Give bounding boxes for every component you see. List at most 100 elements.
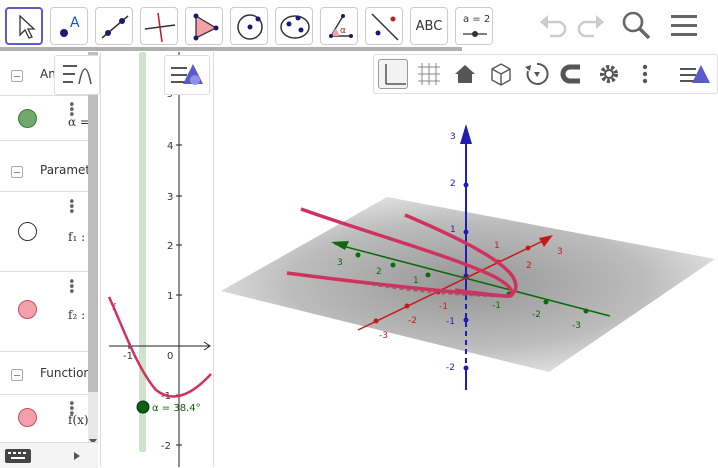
angle-icon: α — [329, 14, 353, 38]
view-cube-button[interactable] — [486, 59, 516, 89]
reflect-tool[interactable] — [365, 7, 403, 45]
circle-tool[interactable] — [230, 7, 268, 45]
graphics-3d-view[interactable]: 3 2 1 -1 -2 3 2 1 -1 -2 -3 -3 — [215, 52, 718, 467]
x-tick-minus1: -1 — [123, 351, 133, 362]
grid-toggle[interactable] — [414, 59, 444, 89]
algebra-style-bar[interactable] — [54, 55, 100, 95]
visibility-toggle[interactable] — [18, 222, 37, 241]
text-tool-label: ABC — [415, 18, 443, 34]
keyboard-icon[interactable] — [3, 446, 33, 466]
collapse-toggle[interactable] — [11, 369, 23, 381]
z-tick-minus2: -2 — [446, 363, 455, 373]
algebra-row-f[interactable]: • • • f(x) — [0, 396, 98, 446]
toolbar: A α ABC a = 2 — [0, 0, 718, 50]
more-options-button[interactable] — [630, 59, 660, 89]
curve-shadow — [364, 281, 506, 298]
sort-icon — [63, 65, 92, 85]
perpendicular-line-icon — [144, 12, 176, 43]
scroll-right-icon[interactable] — [72, 451, 82, 461]
angle-tool[interactable]: α — [320, 7, 358, 45]
y3d-tick-minus3: -3 — [572, 321, 581, 331]
slider-track — [139, 52, 146, 452]
text-tool[interactable]: ABC — [410, 7, 448, 45]
function-curve-label: f — [112, 303, 117, 313]
z-tick-minus1: -1 — [446, 317, 455, 327]
slider-tool-label: a = 2 — [463, 14, 491, 25]
visibility-toggle[interactable] — [18, 408, 37, 427]
group-header-function[interactable]: Function — [0, 355, 98, 395]
undo-icon[interactable] — [536, 10, 570, 40]
object-label: f₂ : — [68, 308, 86, 322]
x3d-tick-3: 3 — [557, 247, 563, 257]
algebra-scrollbar-thumb[interactable] — [88, 52, 98, 392]
reflect-icon — [371, 13, 399, 41]
graphics-2d-view[interactable]: 5 4 3 2 1 0 -1 -2 -1 f α = 38.4° — [100, 52, 214, 467]
menu-icon[interactable] — [669, 10, 699, 40]
point-tool[interactable]: A — [50, 7, 88, 45]
y3d-tick-minus2: -2 — [532, 310, 541, 320]
slider-tool[interactable]: a = 2 — [455, 7, 493, 45]
scroll-down-icon[interactable] — [87, 436, 99, 446]
line-tool[interactable] — [95, 7, 133, 45]
object-label: f(x) — [68, 413, 89, 427]
more-options-icon[interactable]: • • • — [68, 397, 76, 422]
x3d-tick-minus3: -3 — [379, 331, 388, 341]
ellipse-tool[interactable] — [275, 7, 313, 45]
function-curve[interactable] — [107, 296, 212, 398]
perpendicular-line-tool[interactable] — [140, 7, 178, 45]
y3d-tick-minus1: -1 — [492, 301, 501, 311]
polygon-icon — [193, 13, 219, 41]
visibility-toggle[interactable] — [18, 109, 37, 128]
slider-icon — [463, 31, 487, 37]
y-tick-1: 1 — [167, 291, 173, 302]
algebra-view: Angle ••• α = Parametric Curve ••• f₁ : … — [0, 52, 98, 467]
visibility-toggle[interactable] — [18, 300, 37, 319]
algebra-row-f2[interactable]: • • • f₂ : — [0, 272, 98, 352]
collapse-toggle[interactable] — [11, 166, 23, 178]
z-tick-2: 2 — [450, 179, 456, 189]
more-vertical-icon — [642, 64, 648, 84]
more-options-icon[interactable]: • • • — [68, 195, 76, 220]
y3d-tick-3: 3 — [337, 258, 343, 268]
graphics-3d-canvas: 3 2 1 -1 -2 3 2 1 -1 -2 -3 -3 — [221, 124, 715, 390]
cursor-icon — [19, 14, 36, 39]
more-options-icon[interactable]: • • • — [68, 275, 76, 300]
graphics-2d-canvas: 5 4 3 2 1 0 -1 -2 -1 f α = 38.4° — [107, 52, 212, 467]
group-header-parametric[interactable]: Parametric Curve — [0, 152, 98, 192]
line-icon — [101, 15, 129, 39]
axes-icon — [385, 64, 406, 85]
y-tick-4: 4 — [167, 141, 173, 152]
collapse-toggle[interactable] — [11, 70, 23, 82]
redo-icon[interactable] — [574, 10, 608, 40]
close-style-bar-button[interactable] — [677, 59, 710, 89]
projection-button[interactable] — [558, 59, 588, 89]
algebra-row-angle[interactable]: • • • α = — [0, 97, 98, 141]
rotate-view-button[interactable] — [522, 59, 552, 89]
z-tick-3: 3 — [450, 132, 456, 142]
slider-point[interactable] — [136, 400, 150, 414]
search-icon[interactable] — [620, 10, 652, 42]
settings-button[interactable] — [594, 59, 624, 89]
slider-value-label: α = 38.4° — [152, 403, 201, 414]
magnet-icon — [560, 64, 580, 84]
home-button[interactable] — [450, 59, 480, 89]
y-tick-3: 3 — [167, 192, 173, 203]
graphics-2d-style-bar[interactable] — [164, 55, 210, 95]
y-tick-0: 0 — [167, 351, 173, 362]
algebra-row-f1[interactable]: • • • f₁ : — [0, 192, 98, 272]
group-name-function: Function — [40, 366, 92, 380]
svg-text:α: α — [340, 26, 346, 36]
xy-plane — [221, 197, 715, 372]
move-tool[interactable] — [5, 7, 43, 45]
bottom-bar — [0, 442, 98, 468]
polygon-tool[interactable] — [185, 7, 223, 45]
axes-toggle[interactable] — [378, 59, 408, 89]
graphics-3d-style-bar — [373, 54, 718, 94]
grid-icon — [418, 63, 440, 85]
cube-icon — [491, 63, 511, 86]
more-options-icon[interactable]: • • • — [68, 98, 76, 123]
parametric-curve-f2[interactable] — [404, 213, 518, 298]
x3d-tick-1: 1 — [494, 241, 500, 251]
point-icon: A — [60, 15, 80, 37]
y3d-tick-2: 2 — [376, 267, 382, 277]
